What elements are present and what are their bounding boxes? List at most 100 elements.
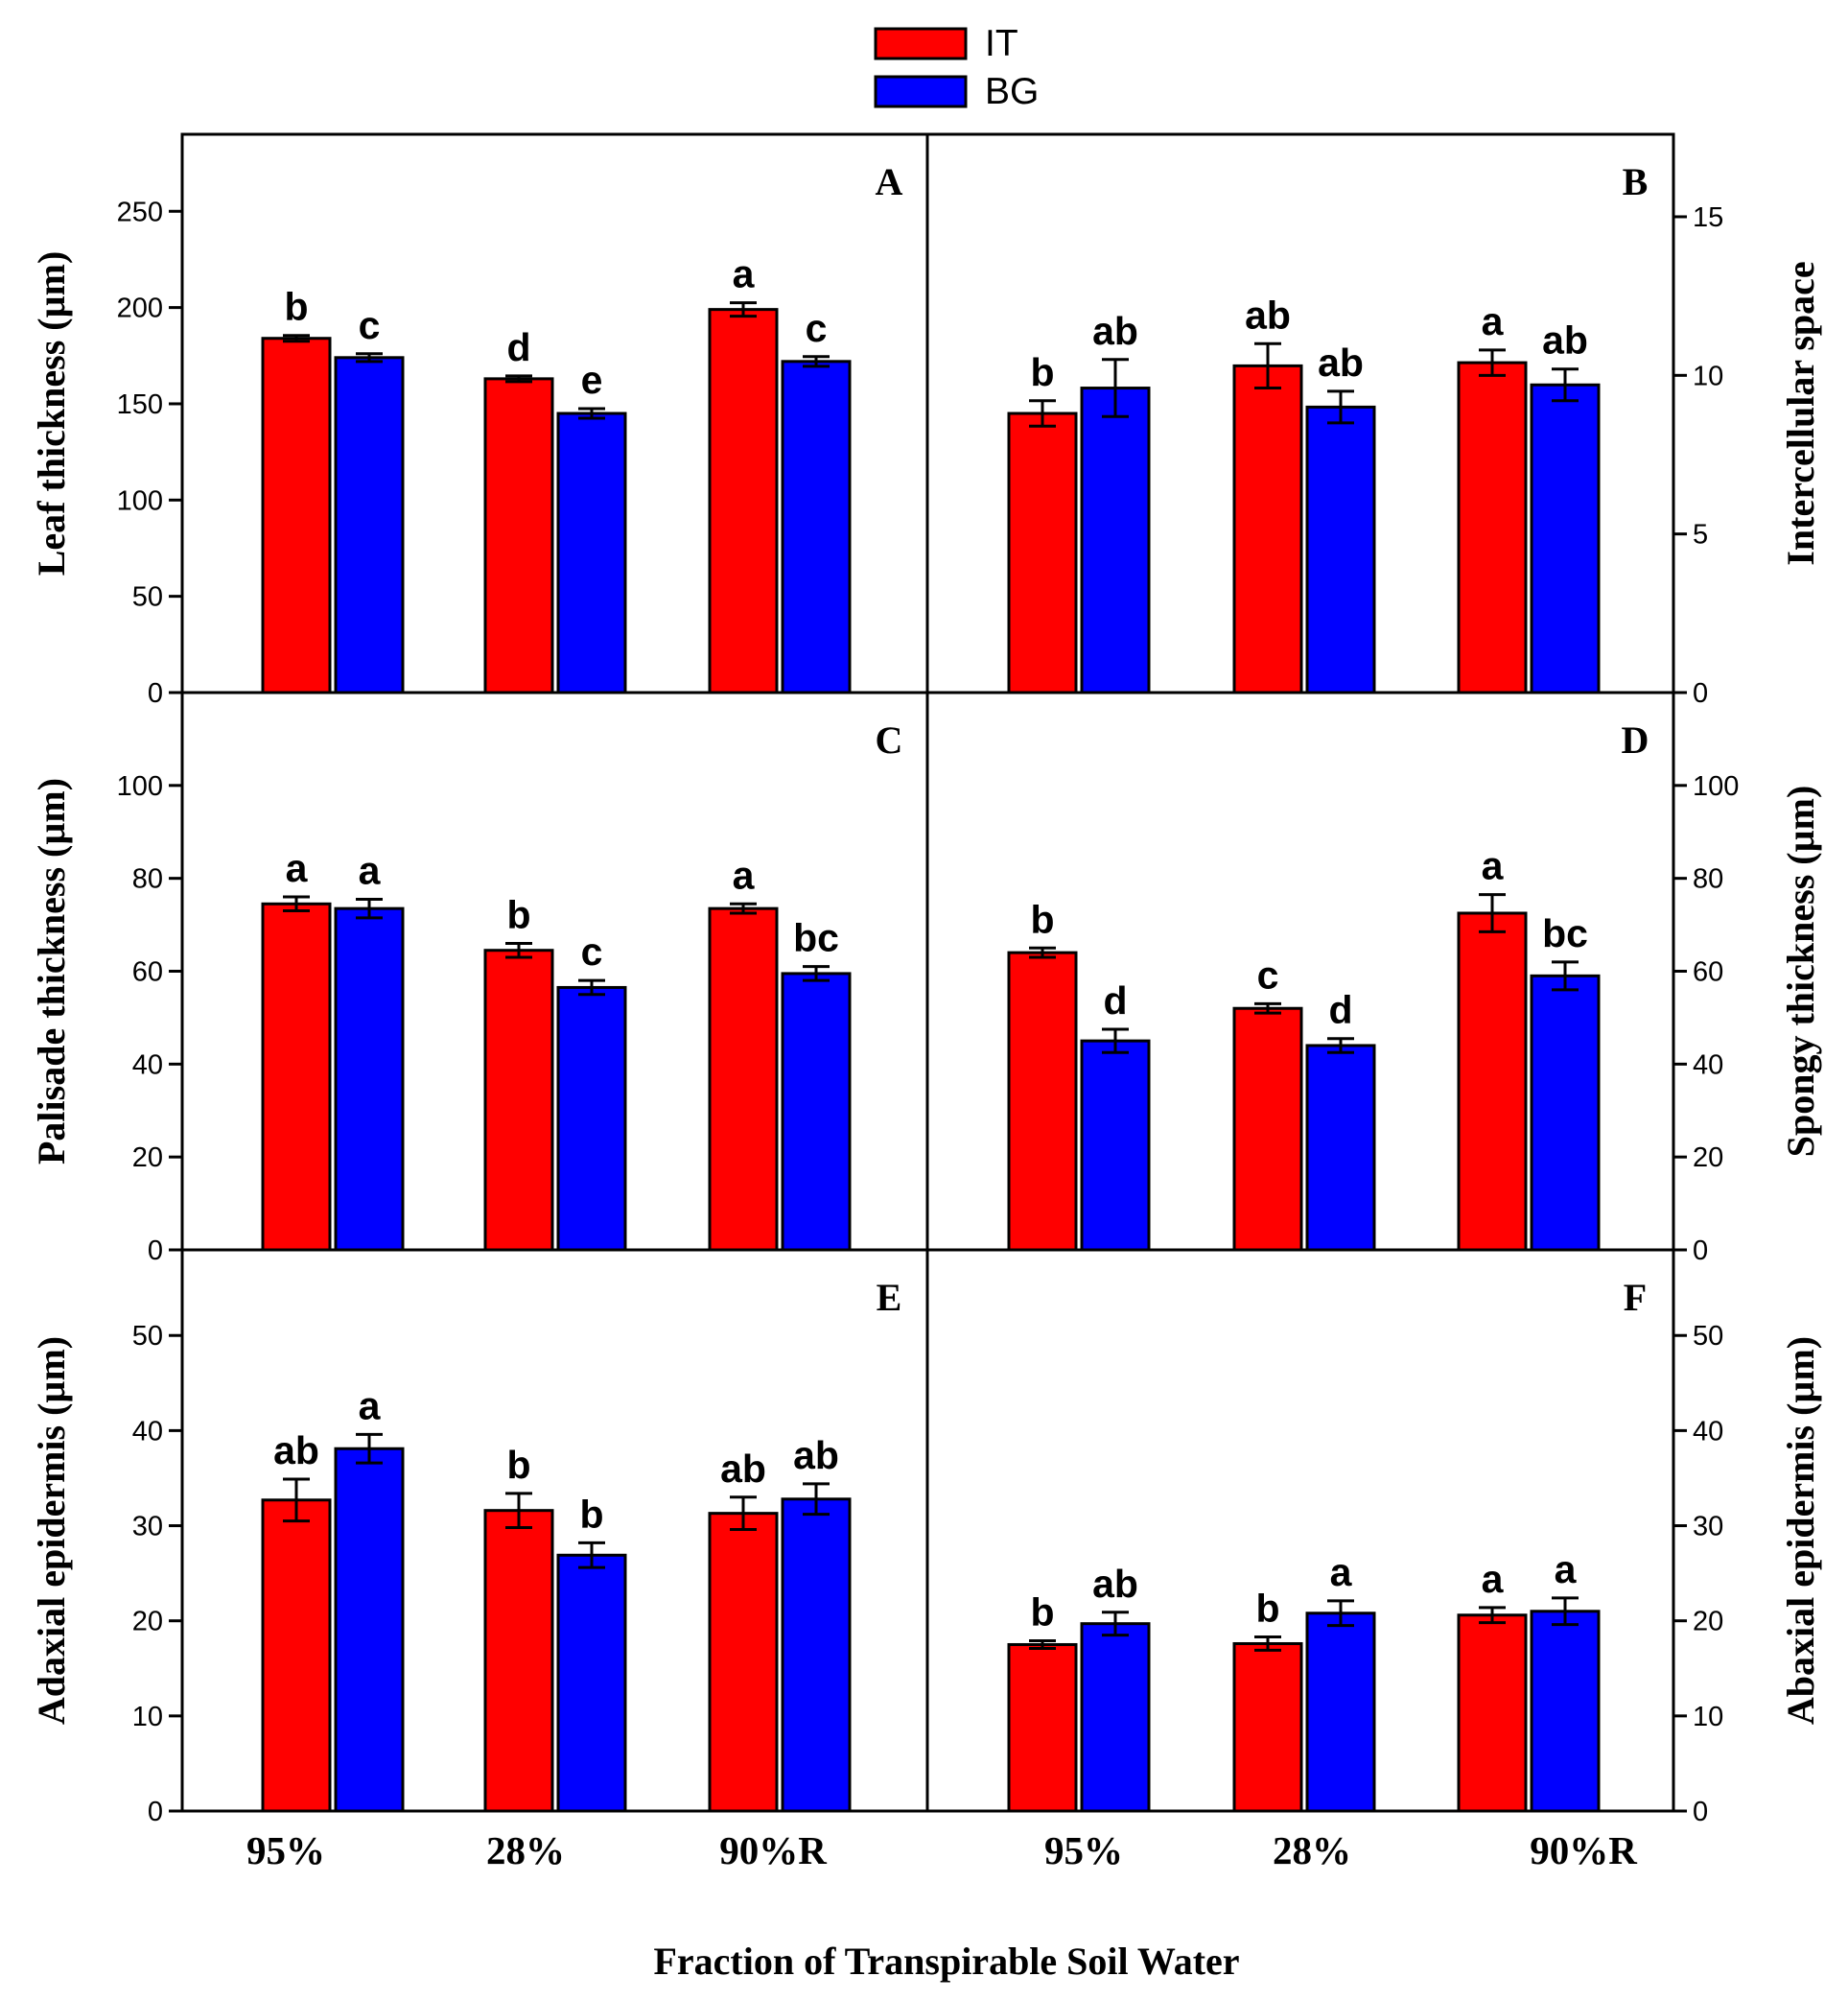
significance-letter: b bbox=[506, 1443, 530, 1487]
error-bar bbox=[283, 895, 310, 913]
y-tick-label: 200 bbox=[117, 294, 163, 324]
y-tick-label: 0 bbox=[1693, 1797, 1708, 1827]
error-bar bbox=[283, 1477, 310, 1523]
significance-letter: ab bbox=[720, 1447, 766, 1491]
bar-bg bbox=[1305, 405, 1376, 694]
legend: IT BG bbox=[874, 23, 1039, 112]
significance-letter: a bbox=[1482, 844, 1505, 888]
significance-letter: b bbox=[579, 1492, 603, 1536]
bar-it bbox=[708, 906, 779, 1252]
y-tick-label: 20 bbox=[1693, 1607, 1723, 1637]
y-tick-label: 15 bbox=[1693, 202, 1723, 233]
legend-swatch-bg bbox=[874, 75, 968, 108]
y-axis-title: Abaxial epidermis (µm) bbox=[1779, 1336, 1822, 1725]
significance-letter: c bbox=[806, 306, 828, 350]
significance-letter: c bbox=[359, 303, 381, 347]
y-tick-label: 250 bbox=[117, 197, 163, 227]
error-bar bbox=[1552, 367, 1579, 403]
x-category-label: 95% bbox=[1044, 1828, 1123, 1872]
y-tick-label: 20 bbox=[1693, 1142, 1723, 1173]
significance-letter: b bbox=[506, 892, 530, 936]
x-category-label: 90%R bbox=[719, 1828, 827, 1872]
legend-label-it: IT bbox=[985, 23, 1018, 64]
y-tick-label: 40 bbox=[1693, 1416, 1723, 1447]
bar-it bbox=[1232, 1641, 1303, 1813]
error-bar bbox=[803, 1482, 830, 1517]
significance-letter: a bbox=[359, 1383, 382, 1427]
error-bar bbox=[803, 355, 830, 368]
bar-it bbox=[1457, 1613, 1528, 1813]
panel-letter: F bbox=[1624, 1276, 1647, 1319]
error-bar bbox=[1102, 1027, 1129, 1054]
bar-it bbox=[1457, 361, 1528, 694]
y-axis-title: Leaf thickness (µm) bbox=[30, 251, 73, 576]
y-tick-label: 0 bbox=[1693, 1235, 1708, 1266]
significance-letter: ab bbox=[793, 1433, 839, 1477]
y-tick-label: 80 bbox=[132, 864, 163, 895]
significance-letter: a bbox=[1330, 1550, 1353, 1594]
significance-letter: e bbox=[581, 358, 603, 402]
error-bar bbox=[730, 301, 757, 318]
error-bar bbox=[1102, 358, 1129, 418]
y-tick-label: 40 bbox=[132, 1416, 163, 1447]
error-bar bbox=[1327, 389, 1354, 425]
y-tick-label: 80 bbox=[1693, 864, 1723, 895]
bar-bg bbox=[1530, 383, 1601, 694]
panel-letter: A bbox=[876, 160, 903, 203]
error-bar bbox=[1479, 893, 1506, 933]
y-tick-label: 20 bbox=[132, 1607, 163, 1637]
significance-letter: d bbox=[1328, 988, 1352, 1032]
error-bar bbox=[1254, 1635, 1281, 1652]
y-tick-label: 0 bbox=[1693, 678, 1708, 709]
bar-it bbox=[1457, 911, 1528, 1252]
bar-bg bbox=[1305, 1612, 1376, 1813]
error-bar bbox=[283, 334, 310, 343]
error-bar bbox=[505, 374, 532, 384]
significance-letter: a bbox=[733, 853, 756, 897]
bar-bg bbox=[1080, 1622, 1151, 1813]
significance-letter: ab bbox=[1245, 293, 1291, 337]
significance-letter: a bbox=[359, 848, 382, 892]
significance-letter: ab bbox=[1092, 309, 1138, 353]
error-bar bbox=[1552, 1596, 1579, 1627]
error-bar bbox=[730, 902, 757, 915]
bar-bg bbox=[1530, 1610, 1601, 1813]
legend-label-bg: BG bbox=[985, 71, 1039, 112]
bar-it bbox=[1232, 1006, 1303, 1252]
significance-letter: bc bbox=[1542, 911, 1588, 955]
error-bar bbox=[578, 978, 605, 997]
error-bar bbox=[1327, 1037, 1354, 1054]
y-tick-label: 10 bbox=[1693, 1702, 1723, 1732]
bar-it bbox=[261, 902, 332, 1252]
y-tick-label: 50 bbox=[1693, 1321, 1723, 1352]
y-axis-title: Adaxial epidermis (µm) bbox=[30, 1336, 73, 1725]
error-bar bbox=[1552, 960, 1579, 992]
y-tick-label: 5 bbox=[1693, 520, 1708, 551]
significance-letter: d bbox=[506, 325, 530, 369]
panel-a: 0 50 100 150 200 250 A Leaf thickness (µm) b c d e a… bbox=[30, 132, 929, 709]
significance-letter: c bbox=[1257, 953, 1279, 997]
error-bar bbox=[578, 1541, 605, 1569]
y-tick-label: 150 bbox=[117, 389, 163, 420]
bar-bg bbox=[556, 1553, 627, 1813]
bar-it bbox=[708, 1512, 779, 1813]
y-tick-label: 50 bbox=[132, 582, 163, 613]
y-tick-label: 40 bbox=[132, 1049, 163, 1080]
y-tick-label: 30 bbox=[1693, 1512, 1723, 1542]
significance-letter: b bbox=[1030, 1590, 1054, 1635]
error-bar bbox=[505, 1492, 532, 1530]
bar-it bbox=[261, 1498, 332, 1813]
y-tick-label: 60 bbox=[132, 957, 163, 988]
bar-it bbox=[1232, 364, 1303, 694]
x-category-label: 28% bbox=[1273, 1828, 1351, 1872]
bar-bg bbox=[781, 360, 852, 694]
bar-bg bbox=[1080, 387, 1151, 694]
error-bar bbox=[1479, 1606, 1506, 1625]
y-tick-label: 0 bbox=[148, 1797, 163, 1827]
y-tick-label: 20 bbox=[132, 1142, 163, 1173]
bar-bg bbox=[334, 356, 405, 694]
